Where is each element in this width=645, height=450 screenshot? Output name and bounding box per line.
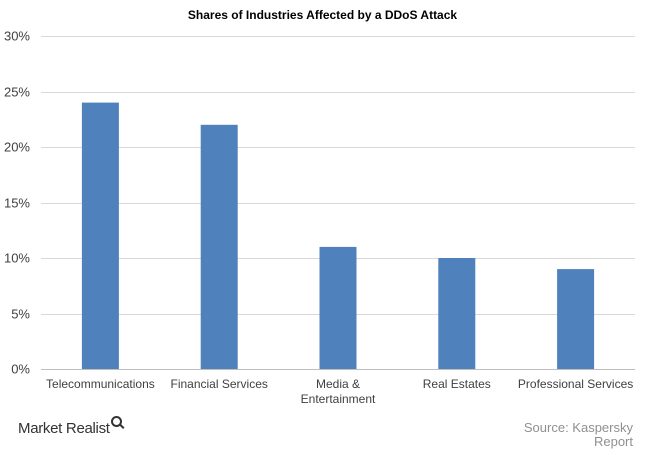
y-tick-label: 10% <box>4 251 30 266</box>
x-category-label: Financial Services <box>171 377 268 391</box>
y-tick-label: 0% <box>11 362 30 377</box>
magnifier-icon <box>110 416 122 427</box>
y-tick-label: 5% <box>11 307 30 322</box>
y-tick-label: 20% <box>4 140 30 155</box>
source-line-2: Report <box>593 434 633 449</box>
bars <box>81 102 595 369</box>
y-tick-label: 25% <box>4 85 30 100</box>
brand-name: Market Realist <box>18 420 110 437</box>
x-category-label: Real Estates <box>423 377 491 391</box>
y-tick-label: 15% <box>4 196 30 211</box>
bar <box>200 124 238 369</box>
bar <box>438 258 476 369</box>
source-note: Source: Kaspersky Report <box>473 421 633 449</box>
brand-logo: Market Realist <box>18 416 122 437</box>
x-axis-category-labels: Telecommunications Financial Services Medi… <box>46 377 633 406</box>
chart-title: Shares of Industries Affected by a DDoS … <box>187 8 458 22</box>
y-axis-tick-labels: 0% 5% 10% 15% 20% 25% 30% <box>4 29 30 377</box>
x-category-label: Telecommunications <box>46 377 155 391</box>
source-line-1: Source: Kaspersky <box>523 420 633 435</box>
bar <box>81 102 119 369</box>
bar <box>557 269 595 369</box>
bar <box>319 246 357 369</box>
x-category-label: Professional Services <box>518 377 633 391</box>
y-tick-label: 30% <box>4 29 30 44</box>
x-category-label: Media & Entertainment <box>301 377 376 406</box>
